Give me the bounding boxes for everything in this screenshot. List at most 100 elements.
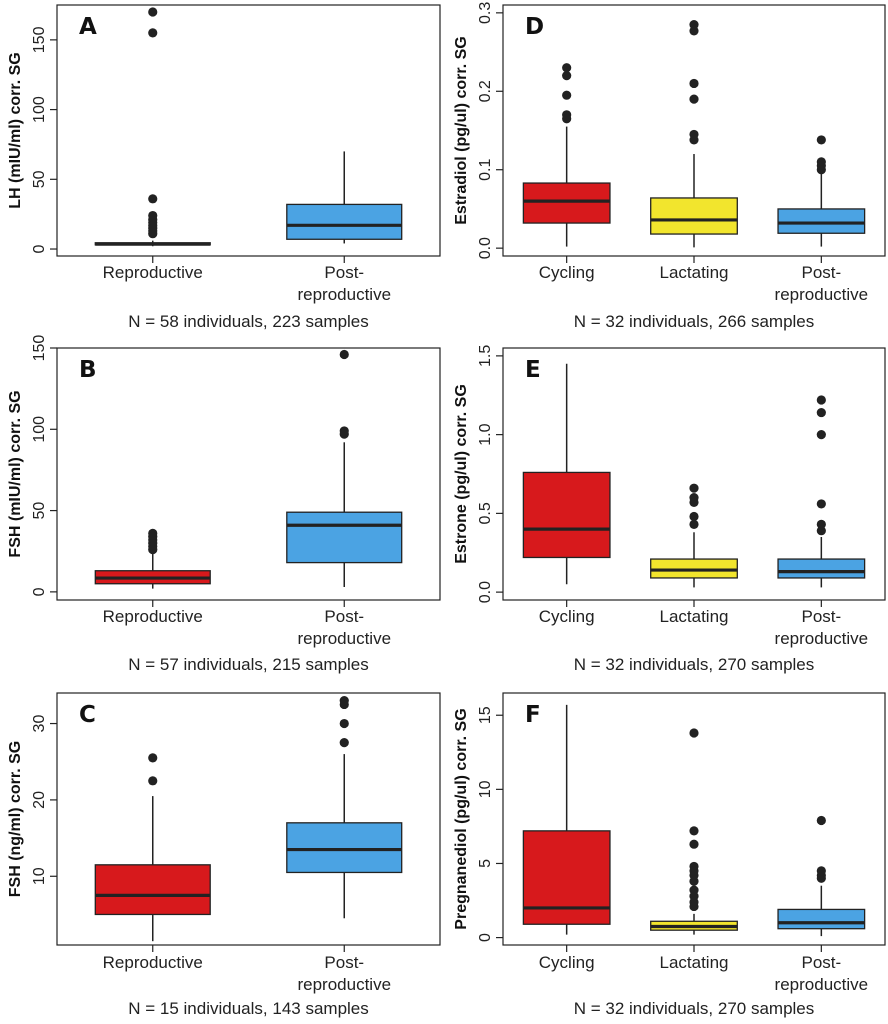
y-tick-label: 5 <box>477 859 494 868</box>
y-tick-label: 150 <box>31 26 48 53</box>
x-category-label: Reproductive <box>103 607 203 626</box>
outlier-point <box>148 194 158 204</box>
y-tick-label: 100 <box>31 96 48 123</box>
outlier-point <box>562 70 572 81</box>
outlier-point <box>689 26 699 36</box>
outlier-point <box>562 90 572 100</box>
outlier-point <box>816 430 826 440</box>
y-tick-label: 1.0 <box>477 423 494 445</box>
outlier-point <box>148 776 158 786</box>
panel-f: F 0 5 10 15 Pregnanediol (pg/ul) corr. SG Cycl… <box>453 692 886 1018</box>
x-category-label: Post- <box>801 607 841 626</box>
x-category-label: Post- <box>801 263 841 282</box>
y-tick-label: 0.5 <box>477 502 494 524</box>
y-tick-label: 0 <box>477 933 494 942</box>
outlier-point <box>148 545 158 555</box>
y-tick-label: 0.2 <box>477 80 494 102</box>
panel-letter: C <box>79 702 96 728</box>
outlier-point <box>689 826 699 836</box>
y-tick-label: 50 <box>31 502 48 520</box>
x-category-label: Lactating <box>660 607 729 626</box>
panel-letter: D <box>525 14 544 40</box>
x-category-label: Post- <box>324 953 364 972</box>
y-tick-label: 30 <box>31 715 48 733</box>
outlier-point <box>816 395 826 405</box>
plot-frame <box>56 692 441 946</box>
x-category-label: reproductive <box>775 285 869 304</box>
y-tick-label: 10 <box>31 867 48 885</box>
outlier-point <box>816 815 826 826</box>
outlier-point <box>148 28 158 38</box>
x-category-label: Cycling <box>539 263 595 282</box>
outlier-point <box>689 839 699 849</box>
y-axis-label: FSH (mIU/ml) corr. SG <box>7 390 24 557</box>
plot-frame <box>56 347 441 601</box>
x-category-label: Post- <box>324 607 364 626</box>
y-axis-label: Estradiol (pg/ul) corr. SG <box>453 36 470 224</box>
outlier-point <box>689 483 699 493</box>
box-0 <box>522 704 611 935</box>
iqr-box <box>777 908 866 930</box>
outlier-point <box>562 63 572 73</box>
outlier-point <box>816 165 826 175</box>
outlier-point <box>689 728 699 738</box>
y-tick-label: 50 <box>31 170 48 188</box>
y-tick-label: 1.5 <box>477 345 494 367</box>
outlier-point <box>689 901 699 912</box>
iqr-box <box>777 558 866 579</box>
sample-size-label: N = 57 individuals, 215 samples <box>128 655 369 674</box>
outlier-point <box>148 229 158 239</box>
x-category-label: Post- <box>801 953 841 972</box>
box-0 <box>522 63 611 247</box>
panel-c: C 10 20 30 FSH (ng/ml) corr. SG Reproductive P… <box>7 692 441 1018</box>
outlier-point <box>148 7 158 17</box>
box-2 <box>777 395 866 588</box>
y-tick-label: 10 <box>477 780 494 798</box>
x-category-label: Lactating <box>660 953 729 972</box>
y-tick-label: 0.3 <box>477 2 494 24</box>
x-category-label: Cycling <box>539 953 595 972</box>
y-tick-label: 0.0 <box>477 581 494 603</box>
outlier-point <box>816 526 826 536</box>
y-axis-label: Pregnanediol (pg/ul) corr. SG <box>453 708 470 929</box>
sample-size-label: N = 58 individuals, 223 samples <box>128 312 369 331</box>
outlier-point <box>689 511 699 522</box>
sample-size-label: N = 32 individuals, 270 samples <box>574 655 815 674</box>
sample-size-label: N = 32 individuals, 270 samples <box>574 999 815 1018</box>
outlier-point <box>689 135 699 145</box>
outlier-point <box>816 407 826 418</box>
iqr-box <box>522 471 611 559</box>
outlier-point <box>816 499 826 509</box>
panel-letter: E <box>525 357 541 383</box>
outlier-point <box>339 738 349 748</box>
iqr-box <box>286 822 403 874</box>
x-category-label: Reproductive <box>103 953 203 972</box>
panel-letter: F <box>525 702 541 728</box>
box-1 <box>286 696 403 919</box>
outlier-point <box>339 349 349 360</box>
outlier-point <box>339 699 349 710</box>
outlier-point <box>689 876 699 886</box>
outlier-point <box>689 497 699 507</box>
outlier-point <box>689 519 699 530</box>
box-1 <box>650 20 738 248</box>
box-1 <box>286 151 403 244</box>
panel-e: E 0.0 0.5 1.0 1.5 Estrone (pg/ul) corr. SG Cyc… <box>453 345 886 674</box>
panel-letter: B <box>79 357 97 383</box>
x-category-label: reproductive <box>297 975 391 994</box>
outlier-point <box>562 114 572 124</box>
x-category-label: reproductive <box>297 285 391 304</box>
box-1 <box>650 728 738 935</box>
box-2 <box>777 815 866 937</box>
box-2 <box>777 135 866 247</box>
x-category-label: Reproductive <box>103 263 203 282</box>
y-axis-label: FSH (ng/ml) corr. SG <box>7 741 24 897</box>
y-tick-label: 0.1 <box>477 159 494 181</box>
outlier-point <box>339 718 349 729</box>
x-category-label: reproductive <box>297 629 391 648</box>
panel-d: D 0.0 0.1 0.2 0.3 Estradiol (pg/ul) corr. SG C… <box>453 2 886 331</box>
outlier-point <box>689 78 699 89</box>
x-category-label: Cycling <box>539 607 595 626</box>
panel-b: B 0 50 100 150 FSH (mIU/ml) corr. SG Reproduct… <box>7 335 441 674</box>
